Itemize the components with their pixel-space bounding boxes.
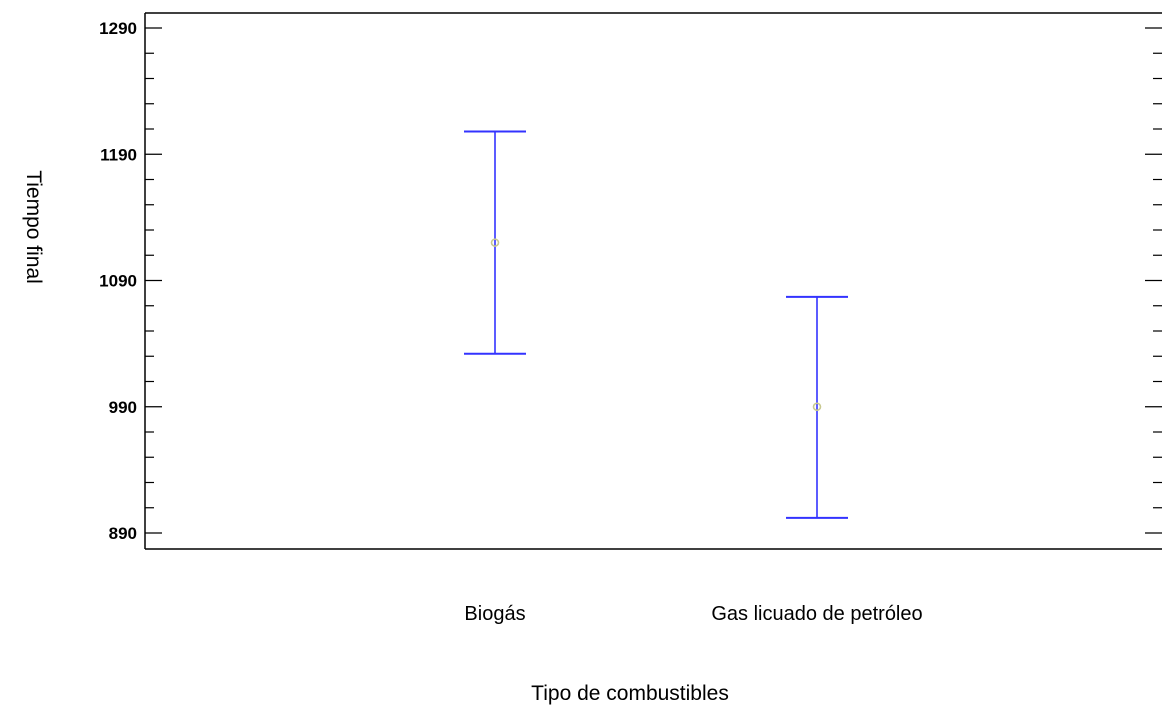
mean-marker xyxy=(490,238,500,247)
interval-1 xyxy=(464,130,526,355)
x-category-label: Gas licuado de petróleo xyxy=(711,603,922,625)
y-tick-label: 1290 xyxy=(99,19,137,38)
y-tick-label: 990 xyxy=(109,398,137,417)
x-category-label: Biogás xyxy=(464,603,525,625)
mean-marker xyxy=(812,402,822,412)
y-axis-title: Tiempo final xyxy=(22,170,45,284)
interval-2 xyxy=(786,295,848,519)
y-tick-label: 1090 xyxy=(99,272,137,291)
y-tick-label: 1190 xyxy=(100,145,137,164)
x-axis-title: Tipo de combustibles xyxy=(531,682,729,705)
y-tick-label: 890 xyxy=(109,524,137,543)
